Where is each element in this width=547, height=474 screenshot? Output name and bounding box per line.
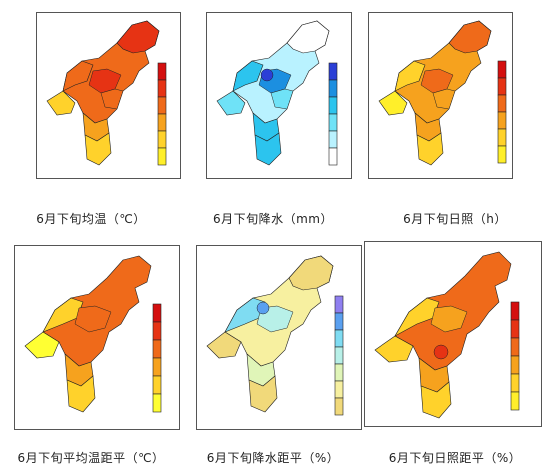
legend-bar xyxy=(510,301,520,411)
map-regions xyxy=(24,255,152,413)
legend-bar xyxy=(334,295,344,416)
map-frame xyxy=(36,12,181,179)
panel-caption: 6月下旬平均温距平（℃） xyxy=(17,451,165,465)
panel-sun-anom: 6月下旬日照距平（%） xyxy=(364,237,546,474)
legend-bar xyxy=(152,303,162,413)
map-regions xyxy=(206,255,334,413)
panel-caption: 6月下旬日照（h） xyxy=(403,212,507,226)
panel-precip: 6月下旬降水（mm） xyxy=(182,0,364,237)
panel-temp-anom: 6月下旬平均温距平（℃） xyxy=(0,237,182,474)
map-frame xyxy=(364,241,542,427)
legend-bar xyxy=(328,62,338,166)
panel-precip-anom: 6月下旬降水距平（%） xyxy=(182,237,364,474)
map-frame xyxy=(368,12,513,179)
map-regions xyxy=(374,251,512,419)
panel-caption: 6月下旬降水（mm） xyxy=(212,212,333,226)
map-frame xyxy=(14,245,180,430)
panel-caption: 6月下旬均温（℃） xyxy=(36,212,146,226)
map-frame xyxy=(196,245,362,430)
map-frame xyxy=(206,12,352,179)
panel-avg-temp: 6月下旬均温（℃） xyxy=(0,0,182,237)
panel-sunshine: 6月下旬日照（h） xyxy=(364,0,546,237)
legend-bar xyxy=(157,62,167,166)
panel-caption: 6月下旬日照距平（%） xyxy=(388,451,522,465)
map-regions xyxy=(46,20,160,166)
map-regions xyxy=(216,20,330,166)
panel-caption: 6月下旬降水距平（%） xyxy=(206,451,340,465)
legend-bar xyxy=(497,60,507,164)
map-regions xyxy=(378,20,492,166)
